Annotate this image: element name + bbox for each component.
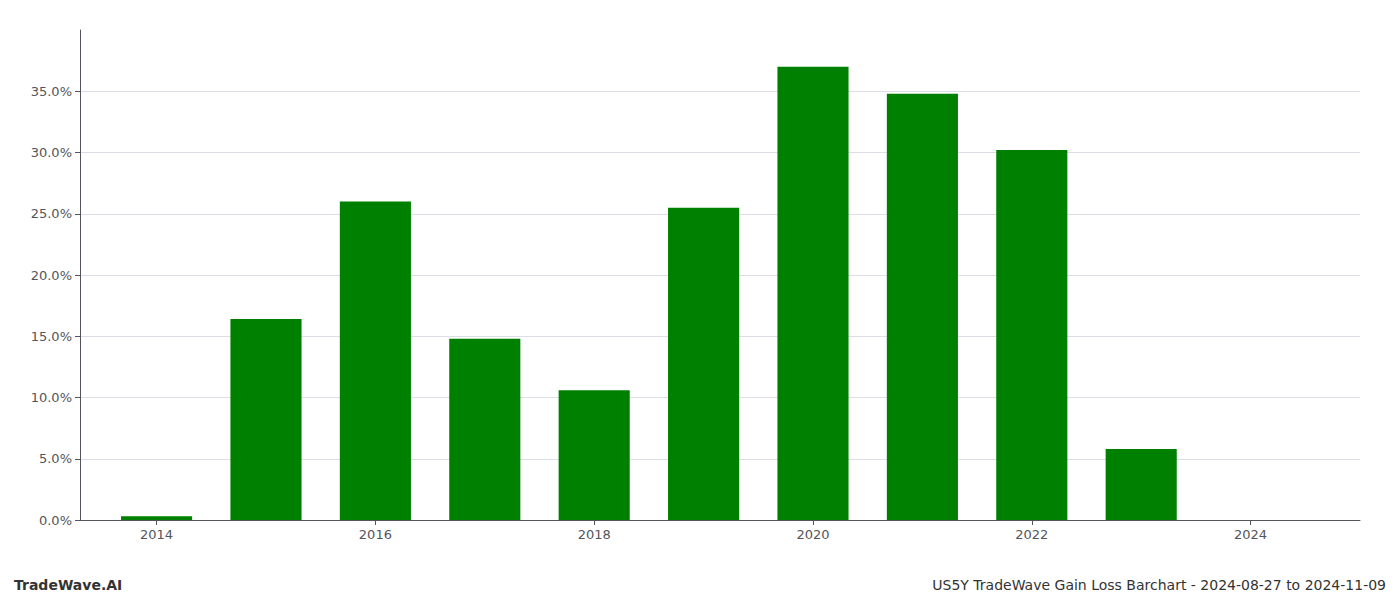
svg-text:2022: 2022 xyxy=(1015,527,1048,542)
svg-text:TradeWave.AI: TradeWave.AI xyxy=(14,577,122,593)
svg-text:10.0%: 10.0% xyxy=(31,390,72,405)
svg-text:30.0%: 30.0% xyxy=(31,145,72,160)
svg-text:35.0%: 35.0% xyxy=(31,84,72,99)
svg-text:20.0%: 20.0% xyxy=(31,268,72,283)
svg-text:0.0%: 0.0% xyxy=(39,513,72,528)
svg-text:5.0%: 5.0% xyxy=(39,451,72,466)
svg-text:15.0%: 15.0% xyxy=(31,329,72,344)
svg-text:2018: 2018 xyxy=(578,527,611,542)
svg-text:2020: 2020 xyxy=(796,527,829,542)
svg-text:US5Y TradeWave Gain Loss Barch: US5Y TradeWave Gain Loss Barchart - 2024… xyxy=(932,577,1386,593)
svg-text:2024: 2024 xyxy=(1234,527,1267,542)
svg-text:2014: 2014 xyxy=(140,527,173,542)
svg-text:2016: 2016 xyxy=(359,527,392,542)
svg-text:25.0%: 25.0% xyxy=(31,206,72,221)
